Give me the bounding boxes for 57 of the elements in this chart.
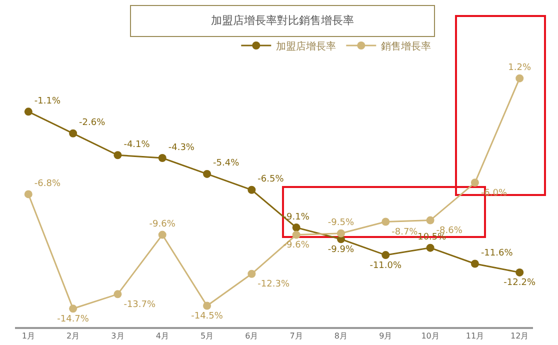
point — [292, 230, 300, 239]
point — [24, 190, 32, 198]
legend-label: 加盟店增長率 — [276, 40, 336, 52]
point — [158, 154, 166, 162]
data-label: -6.8% — [34, 178, 61, 189]
point — [336, 229, 345, 238]
point — [158, 230, 166, 239]
data-label: -9.5% — [328, 218, 354, 228]
data-label: -5.4% — [213, 158, 240, 169]
point — [470, 260, 479, 268]
point — [382, 251, 390, 260]
data-label: -2.6% — [79, 118, 106, 128]
point — [470, 178, 479, 187]
data-label: -4.1% — [124, 140, 150, 150]
x-tick-label: 10月 — [421, 332, 440, 341]
point — [426, 244, 434, 252]
data-label: -9.6% — [149, 220, 176, 230]
x-tick-label: 3月 — [111, 332, 124, 341]
point — [114, 151, 122, 160]
point — [114, 290, 122, 298]
data-label: -14.5% — [191, 312, 224, 322]
point — [69, 129, 78, 138]
point — [203, 170, 212, 178]
data-label: -9.9% — [328, 244, 354, 255]
point — [292, 224, 300, 232]
x-tick-label: 12月 — [510, 332, 529, 341]
x-tick-label: 7月 — [290, 332, 303, 341]
x-tick-label: 1月 — [22, 332, 35, 341]
x-tick-label: 5月 — [200, 332, 214, 341]
x-tick-label: 9月 — [379, 332, 392, 341]
data-label: -9.1% — [283, 212, 310, 222]
data-label: -11.6% — [480, 248, 514, 258]
x-tick-label: 2月 — [66, 332, 80, 341]
data-label: -12.3% — [258, 280, 290, 290]
point — [382, 218, 390, 226]
data-label: -12.2% — [504, 278, 536, 288]
data-label: 1.2% — [508, 63, 532, 74]
point — [426, 216, 434, 224]
x-tick-label: 11月 — [466, 332, 484, 341]
data-label: -1.1% — [34, 96, 61, 106]
point — [69, 304, 78, 313]
x-tick-label: 6月 — [245, 332, 258, 341]
data-label: -14.7% — [57, 314, 90, 324]
point — [24, 108, 32, 116]
point — [248, 270, 256, 278]
point — [248, 186, 256, 194]
point — [203, 302, 212, 310]
point — [516, 74, 524, 82]
x-tick-label: 8月 — [334, 332, 348, 341]
x-tick-label: 4月 — [156, 332, 169, 341]
data-label: -9.6% — [283, 240, 310, 251]
point — [516, 268, 524, 276]
legend-label: 銷售增長率 — [381, 40, 432, 52]
data-label: -11.0% — [370, 260, 402, 271]
data-label: -4.3% — [168, 142, 195, 153]
data-label: -13.7% — [124, 300, 156, 310]
data-label: -6.5% — [258, 174, 284, 185]
